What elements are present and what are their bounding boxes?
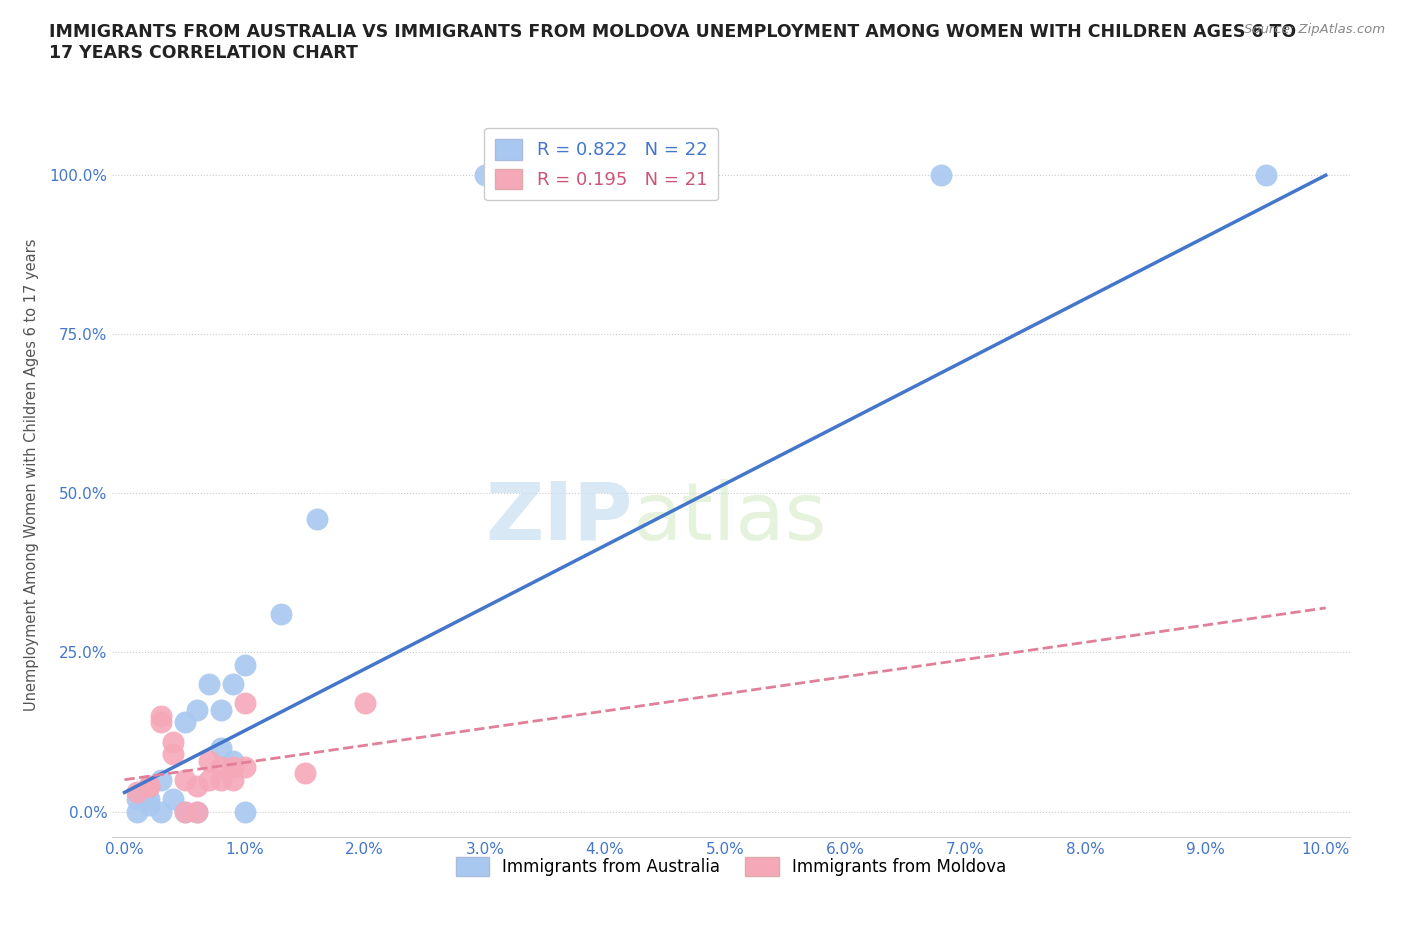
Point	[233, 760, 256, 775]
Point	[221, 760, 243, 775]
Point	[209, 702, 232, 717]
Text: IMMIGRANTS FROM AUSTRALIA VS IMMIGRANTS FROM MOLDOVA UNEMPLOYMENT AMONG WOMEN WI: IMMIGRANTS FROM AUSTRALIA VS IMMIGRANTS …	[49, 23, 1296, 62]
Point	[233, 658, 256, 672]
Point	[209, 740, 232, 755]
Point	[221, 772, 243, 787]
Point	[149, 804, 172, 819]
Point	[931, 167, 953, 182]
Point	[149, 772, 172, 787]
Point	[138, 798, 160, 813]
Point	[305, 512, 328, 526]
Point	[197, 772, 219, 787]
Point	[197, 677, 219, 692]
Point	[209, 772, 232, 787]
Point	[173, 804, 195, 819]
Point	[162, 747, 184, 762]
Point	[221, 677, 243, 692]
Point	[186, 804, 208, 819]
Text: ZIP: ZIP	[485, 479, 633, 557]
Point	[162, 734, 184, 749]
Point	[173, 804, 195, 819]
Point	[474, 167, 496, 182]
Point	[1254, 167, 1277, 182]
Point	[270, 607, 292, 622]
Point	[173, 772, 195, 787]
Point	[125, 785, 148, 800]
Text: Source: ZipAtlas.com: Source: ZipAtlas.com	[1244, 23, 1385, 36]
Point	[186, 804, 208, 819]
Point	[353, 696, 375, 711]
Point	[149, 715, 172, 730]
Legend: Immigrants from Australia, Immigrants from Moldova: Immigrants from Australia, Immigrants fr…	[449, 851, 1014, 884]
Text: atlas: atlas	[633, 479, 827, 557]
Point	[138, 791, 160, 806]
Point	[197, 753, 219, 768]
Y-axis label: Unemployment Among Women with Children Ages 6 to 17 years: Unemployment Among Women with Children A…	[24, 238, 38, 711]
Point	[233, 696, 256, 711]
Point	[138, 778, 160, 793]
Point	[125, 804, 148, 819]
Point	[149, 709, 172, 724]
Point	[186, 778, 208, 793]
Point	[209, 760, 232, 775]
Point	[221, 753, 243, 768]
Point	[162, 791, 184, 806]
Point	[138, 778, 160, 793]
Point	[173, 715, 195, 730]
Point	[233, 804, 256, 819]
Point	[294, 766, 316, 781]
Point	[186, 702, 208, 717]
Point	[125, 791, 148, 806]
